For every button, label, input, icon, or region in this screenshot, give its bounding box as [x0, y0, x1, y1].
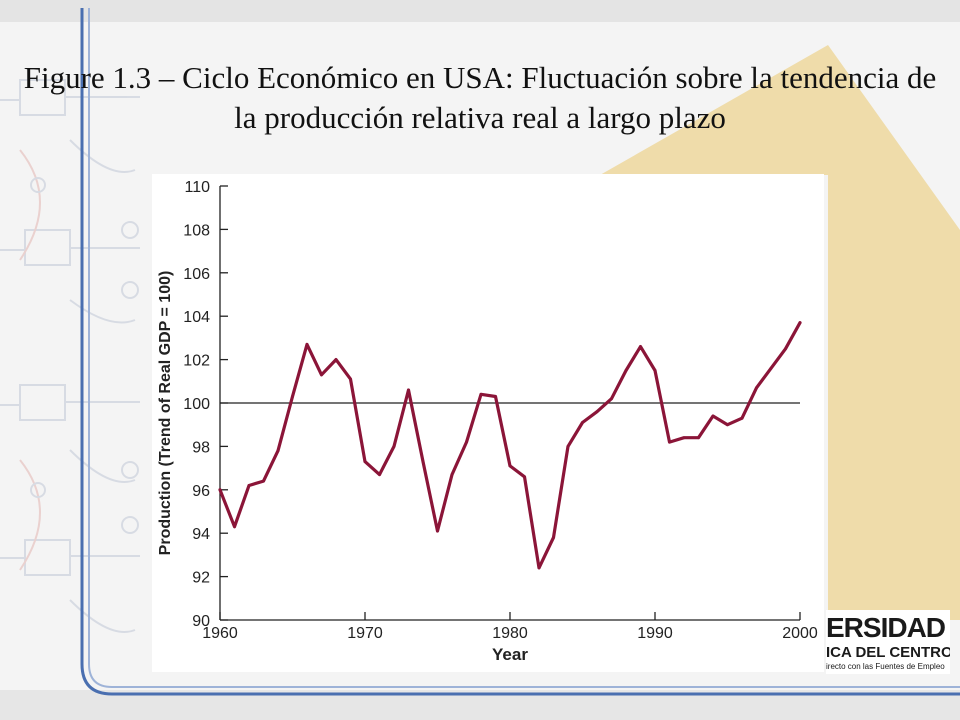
data-point-1964: [276, 449, 280, 453]
data-point-1965: [291, 395, 294, 398]
x-tick-label: 1970: [347, 625, 383, 642]
top-band: [0, 0, 960, 22]
data-point-1991: [668, 440, 671, 444]
y-tick-label: 110: [184, 179, 210, 196]
y-tick-label: 94: [192, 526, 210, 543]
data-point-1966: [305, 343, 309, 346]
data-point-1992: [682, 436, 686, 440]
data-point-1976: [450, 473, 454, 477]
data-point-1987: [610, 397, 613, 401]
data-point-1974: [421, 460, 425, 463]
data-point-1982: [537, 566, 541, 570]
data-point-1996: [740, 416, 744, 420]
data-point-1997: [755, 386, 758, 390]
data-point-1989: [639, 345, 642, 348]
data-point-1973: [407, 388, 410, 392]
data-point-1986: [595, 410, 599, 414]
data-point-1971: [378, 473, 381, 477]
data-point-1988: [624, 369, 628, 372]
data-point-1967: [320, 373, 323, 377]
data-point-1960: [218, 488, 222, 492]
data-point-1963: [262, 479, 265, 483]
x-tick-label: 1960: [202, 625, 238, 642]
data-point-2000: [798, 321, 802, 325]
data-point-1980: [508, 464, 512, 468]
data-point-1979: [494, 395, 497, 398]
data-point-1983: [552, 536, 555, 539]
data-point-1994: [711, 414, 715, 418]
y-tick-label: 90: [192, 613, 210, 630]
y-tick-label: 92: [192, 570, 210, 587]
x-tick-label: 1990: [637, 625, 673, 642]
y-tick-label: 96: [192, 483, 210, 500]
data-point-1969: [349, 377, 352, 381]
logo-line-2: ICA DEL CENTRO: [826, 644, 950, 661]
data-point-1962: [247, 484, 251, 487]
data-point-1990: [653, 369, 657, 372]
data-point-1981: [523, 475, 526, 479]
x-tick-label: 2000: [782, 625, 818, 642]
y-tick-label: 102: [183, 353, 210, 370]
accent-triangle: [600, 45, 960, 620]
data-point-1977: [465, 440, 468, 444]
line-chart: 90 92 94 96 98 100 102 104 106 108 110 1960 1970 1980…: [157, 179, 818, 664]
x-axis-label: Year: [492, 645, 528, 664]
chart-panel: 90 92 94 96 98 100 102 104 106 108 110 1960 1970 1980…: [152, 174, 824, 672]
data-point-1975: [436, 529, 439, 533]
data-point-1999: [784, 347, 787, 351]
data-point-1995: [726, 423, 729, 427]
logo-line-1: ERSIDAD: [826, 612, 946, 643]
vertical-frame-lines: [80, 8, 960, 696]
data-point-1970: [363, 460, 367, 463]
data-point-1998: [769, 366, 773, 370]
y-tick-label: 98: [192, 439, 210, 456]
production-series-line: [218, 321, 802, 570]
slide-title: Figure 1.3 – Ciclo Económico en USA: Flu…: [23, 60, 937, 135]
data-point-1978: [479, 392, 483, 396]
faded-diagram-decoration: [0, 79, 140, 633]
y-axis-label: Production (Trend of Real GDP = 100): [157, 271, 174, 556]
y-tick-label: 104: [183, 309, 210, 326]
data-point-1993: [697, 436, 700, 440]
y-tick-label: 106: [183, 266, 210, 283]
data-point-1972: [392, 445, 396, 448]
data-point-1968: [334, 358, 338, 361]
y-tick-label: 100: [183, 396, 210, 413]
university-logo: ERSIDAD ICA DEL CENTRO irecto con las Fu…: [826, 610, 950, 674]
y-tick-label: 108: [183, 222, 210, 239]
x-tick-label: 1980: [492, 625, 528, 642]
data-point-1985: [581, 421, 584, 424]
data-point-1984: [566, 445, 570, 448]
data-point-1961: [233, 525, 236, 529]
logo-line-3: irecto con las Fuentes de Empleo: [826, 662, 945, 671]
